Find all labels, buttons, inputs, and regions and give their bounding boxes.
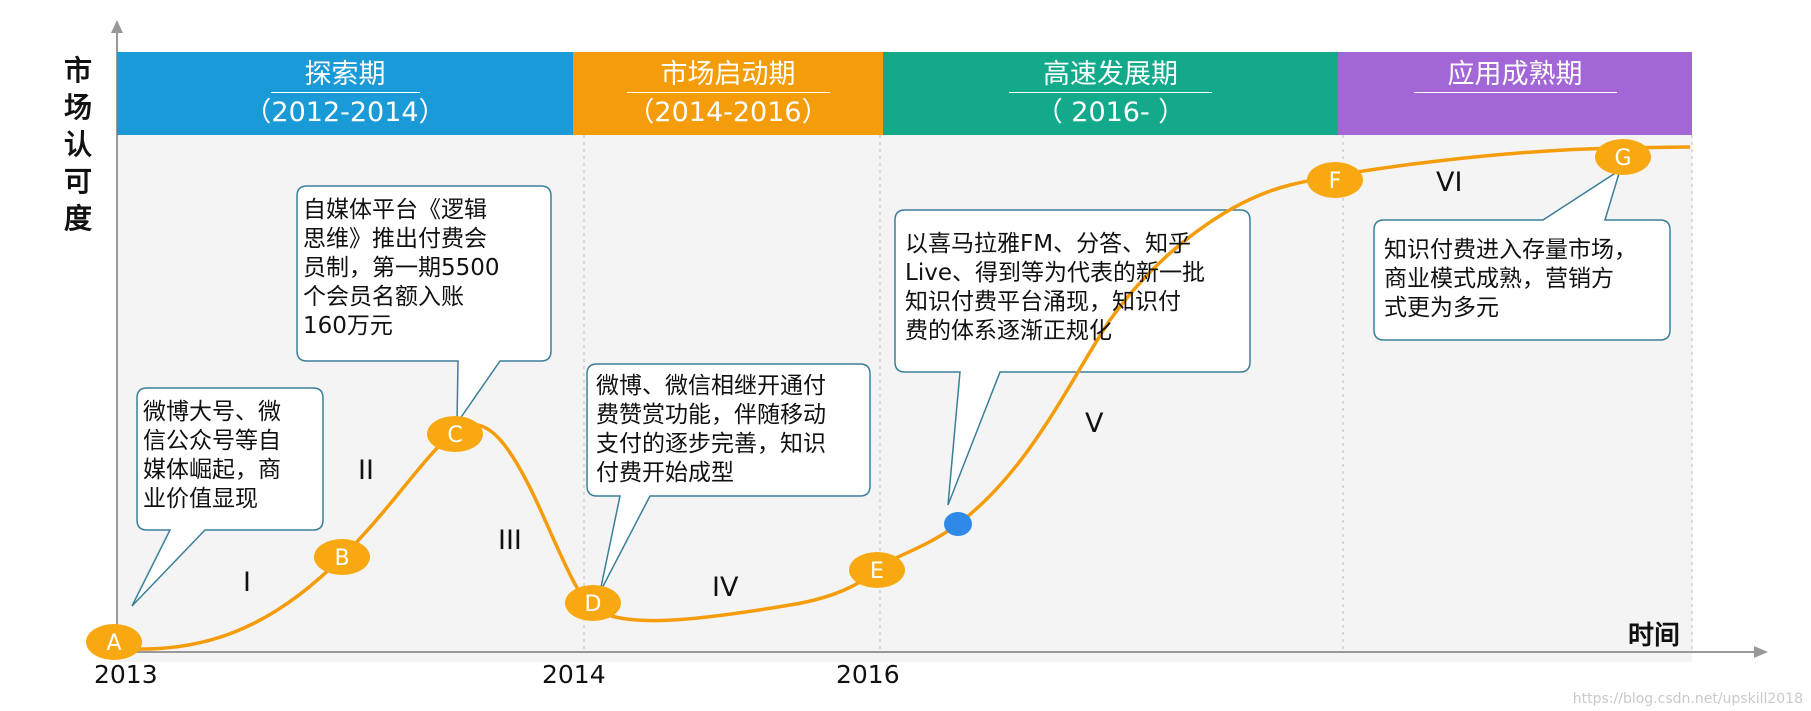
x-axis-label: 时间 xyxy=(1628,621,1681,651)
callout-line: 费赞赏功能，伴随移动 xyxy=(596,402,826,428)
stage-label: VI xyxy=(1436,167,1463,198)
callout-line: 个会员名额入账 xyxy=(303,284,464,310)
callout-line: 付费开始成型 xyxy=(596,460,734,486)
callout-line: 自媒体平台《逻辑 xyxy=(303,197,487,223)
callout-text-blue: 以喜马拉雅FM、分答、知乎 Live、得到等为代表的新一批 知识付费平台涌现，知… xyxy=(905,230,1205,346)
marker-f: F xyxy=(1307,162,1363,198)
svg-text:E: E xyxy=(870,559,884,584)
source-watermark: https://blog.csdn.net/upskill2018 xyxy=(1572,691,1803,707)
phase-header-rapid-growth: 高速发展期 （ 2016- ） xyxy=(883,52,1338,135)
callout-text-g: 知识付费进入存量市场， 商业模式成熟，营销方 式更为多元 xyxy=(1384,236,1637,323)
svg-text:G: G xyxy=(1614,146,1631,171)
callout-line: 媒体崛起，商 xyxy=(143,457,281,483)
svg-text:B: B xyxy=(334,546,349,571)
marker-a: A xyxy=(86,624,142,660)
stage-label: I xyxy=(243,567,251,598)
marker-d: D xyxy=(565,585,621,621)
callout-line: 微博、微信相继开通付 xyxy=(596,373,826,399)
y-axis-arrow-icon xyxy=(111,20,123,33)
callout-bubble-d xyxy=(586,363,871,593)
callout-line: 员制，第一期5500 xyxy=(303,255,500,281)
y-axis-label-char: 度 xyxy=(63,202,92,235)
phase-name: 探索期 xyxy=(270,58,420,93)
svg-text:D: D xyxy=(585,592,602,617)
stage-label: II xyxy=(358,455,374,486)
y-axis-label-char: 认 xyxy=(63,128,92,161)
marker-e: E xyxy=(849,552,905,588)
phase-range: （ 2016- ） xyxy=(1035,97,1186,128)
callout-line: 商业模式成熟，营销方 xyxy=(1384,266,1614,292)
callout-line: 知识付费进入存量市场， xyxy=(1384,237,1637,263)
phase-name: 市场启动期 xyxy=(626,58,830,93)
y-axis-label-char: 市 xyxy=(63,54,92,87)
svg-text:F: F xyxy=(1329,169,1342,194)
growth-curve xyxy=(113,145,1691,651)
x-tick-label: 2013 xyxy=(94,660,158,689)
phase-name: 高速发展期 xyxy=(1009,58,1212,93)
callout-bubble-a xyxy=(131,387,324,607)
x-axis-arrow-icon xyxy=(1754,646,1768,658)
callout-bubble-g xyxy=(1373,168,1671,341)
callout-text-d: 微博、微信相继开通付 费赞赏功能，伴随移动 支付的逐步完善，知识 付费开始成型 xyxy=(596,372,826,488)
callout-line: 支付的逐步完善，知识 xyxy=(596,431,826,457)
marker-g: G xyxy=(1595,139,1651,175)
y-axis-label-char: 场 xyxy=(63,91,92,124)
callout-line: 以喜马拉雅FM、分答、知乎 xyxy=(905,231,1192,257)
callout-bubble-blue xyxy=(894,209,1251,506)
x-tick-label: 2014 xyxy=(542,660,606,689)
phase-range: （2014-2016） xyxy=(627,97,829,128)
callout-line: 式更为多元 xyxy=(1384,295,1499,321)
callout-line: 思维》推出付费会 xyxy=(303,226,487,252)
phase-header-maturity: 应用成熟期 xyxy=(1338,52,1692,135)
callout-line: 业价值显现 xyxy=(143,486,258,512)
phase-header-market-start: 市场启动期 （2014-2016） xyxy=(573,52,883,135)
callout-line: 知识付费平台涌现，知识付 xyxy=(905,289,1181,315)
svg-text:A: A xyxy=(106,631,121,656)
stage-label: III xyxy=(498,525,522,556)
x-tick-label: 2016 xyxy=(836,660,900,689)
stage-label: V xyxy=(1085,408,1104,439)
callout-line: 费的体系逐渐正规化 xyxy=(905,318,1112,344)
callout-text-c: 自媒体平台《逻辑 思维》推出付费会 员制，第一期5500 个会员名额入账 160… xyxy=(303,196,500,341)
phase-range: （2012-2014） xyxy=(244,97,446,128)
phase-header-exploration: 探索期 （2012-2014） xyxy=(117,52,573,135)
callout-line: 信公众号等自 xyxy=(143,428,281,454)
callout-line: 160万元 xyxy=(303,313,393,339)
stage-label: IV xyxy=(712,572,739,603)
marker-b: B xyxy=(314,539,370,575)
svg-text:C: C xyxy=(447,423,462,448)
callout-line: Live、得到等为代表的新一批 xyxy=(905,260,1205,286)
y-axis-label: 市 场 认 可 度 xyxy=(58,52,98,237)
marker-blue xyxy=(944,512,972,536)
callout-line: 微博大号、微 xyxy=(143,399,281,425)
marker-c: C xyxy=(427,416,483,452)
phase-name: 应用成熟期 xyxy=(1413,58,1617,93)
callout-bubble-c xyxy=(296,185,552,426)
y-axis-label-char: 可 xyxy=(63,165,92,198)
callout-text-a: 微博大号、微 信公众号等自 媒体崛起，商 业价值显现 xyxy=(143,398,281,514)
